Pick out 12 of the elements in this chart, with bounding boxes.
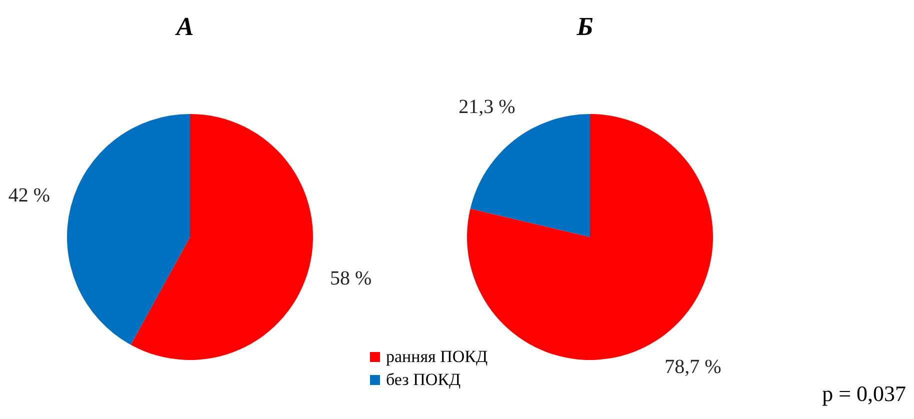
pie-slice [130,114,313,360]
legend-label: без ПОКД [386,370,461,390]
text: p = 0,037 [822,381,906,407]
pie-slice [470,114,590,237]
data-label: 58 % [330,267,372,290]
data-label: 78,7 % [664,356,722,378]
chart-title: А [174,12,195,42]
chart-title: Б [576,12,594,42]
data-label: 21,3 % [458,96,516,118]
pie-slice [67,114,190,345]
data-label: 42 % [8,184,50,207]
legend-label: ранняя ПОКД [386,346,488,366]
